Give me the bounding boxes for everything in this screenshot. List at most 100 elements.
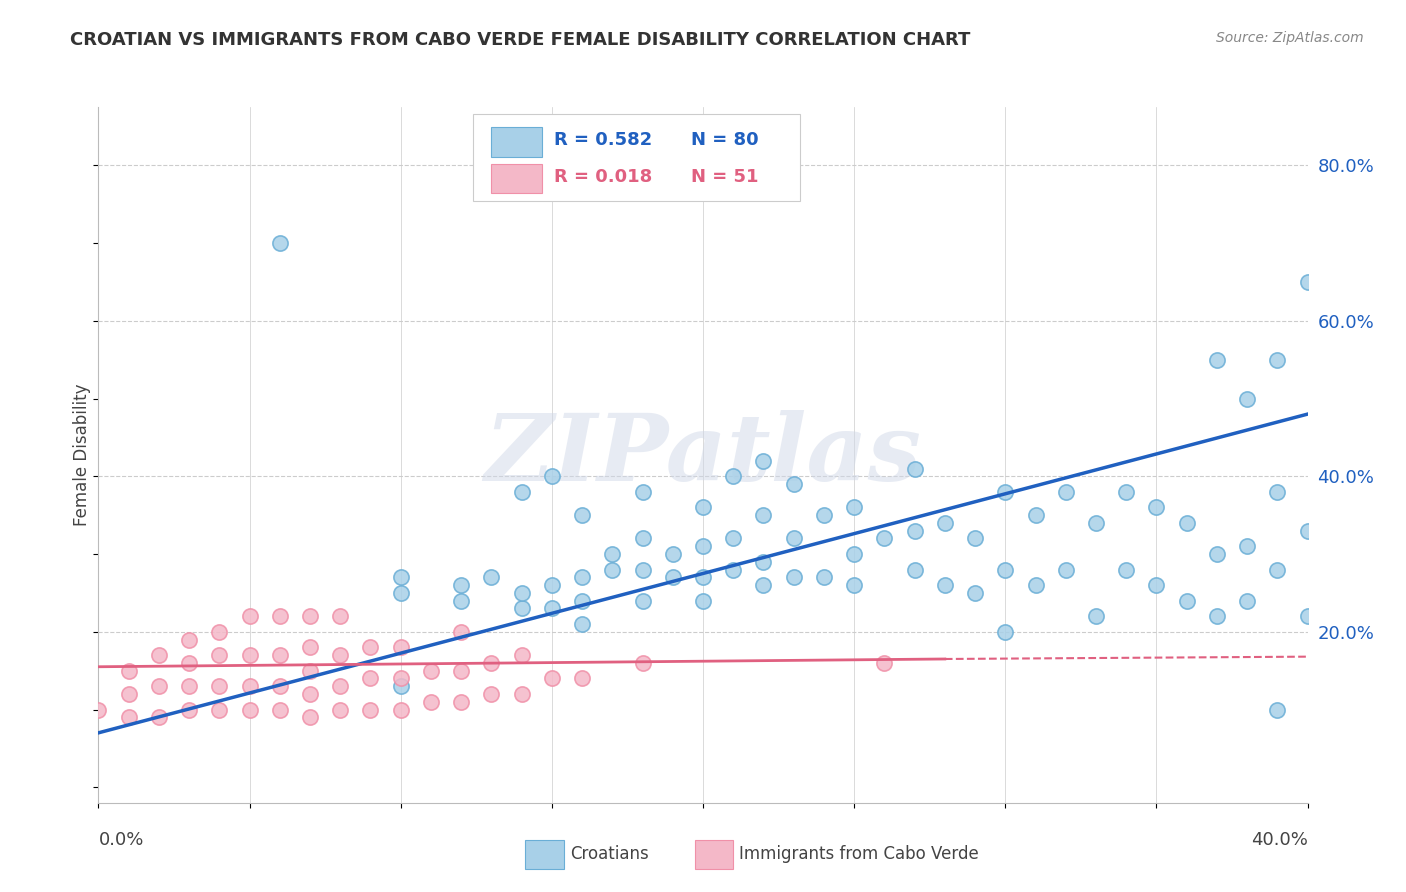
Point	[994, 624, 1017, 639]
Point	[752, 508, 775, 523]
Point	[1206, 609, 1229, 624]
Point	[389, 640, 412, 655]
Point	[179, 702, 201, 716]
Point	[813, 508, 835, 523]
Point	[723, 532, 745, 546]
Point	[269, 236, 291, 251]
Point	[450, 695, 472, 709]
Point	[752, 578, 775, 592]
Point	[844, 547, 866, 561]
Point	[873, 532, 896, 546]
Point	[1085, 516, 1108, 530]
Point	[1296, 609, 1319, 624]
Point	[965, 532, 987, 546]
Point	[208, 679, 231, 693]
Point	[1115, 484, 1137, 499]
Point	[269, 609, 291, 624]
Point	[540, 469, 562, 483]
Point	[1296, 524, 1319, 538]
Point	[510, 648, 533, 662]
Point	[662, 570, 685, 584]
Point	[631, 656, 654, 670]
Text: N = 80: N = 80	[690, 131, 758, 149]
Point	[299, 609, 322, 624]
Point	[844, 578, 866, 592]
Point	[179, 679, 201, 693]
Point	[934, 578, 956, 592]
Point	[510, 687, 533, 701]
Point	[1024, 508, 1046, 523]
Point	[239, 679, 262, 693]
Point	[389, 570, 412, 584]
Point	[1054, 563, 1077, 577]
Point	[239, 702, 262, 716]
Point	[269, 702, 291, 716]
Point	[1236, 593, 1258, 607]
Point	[813, 570, 835, 584]
Point	[510, 586, 533, 600]
Point	[540, 601, 562, 615]
Point	[571, 508, 593, 523]
Text: 0.0%: 0.0%	[98, 830, 143, 848]
Point	[360, 640, 382, 655]
Text: N = 51: N = 51	[690, 168, 758, 186]
Point	[118, 687, 141, 701]
Point	[510, 484, 533, 499]
Point	[692, 539, 714, 553]
Point	[631, 532, 654, 546]
Point	[844, 500, 866, 515]
Point	[87, 702, 110, 716]
Point	[450, 624, 472, 639]
Point	[179, 656, 201, 670]
Point	[965, 586, 987, 600]
Point	[540, 672, 562, 686]
Point	[118, 710, 141, 724]
Point	[450, 593, 472, 607]
Point	[783, 477, 806, 491]
Text: 40.0%: 40.0%	[1251, 830, 1308, 848]
Point	[631, 484, 654, 499]
Point	[571, 570, 593, 584]
Text: R = 0.582: R = 0.582	[554, 131, 652, 149]
Point	[389, 702, 412, 716]
Point	[1296, 275, 1319, 289]
Point	[389, 586, 412, 600]
Point	[148, 710, 170, 724]
Point	[1175, 593, 1198, 607]
Point	[723, 563, 745, 577]
Point	[602, 547, 624, 561]
Point	[481, 570, 503, 584]
Point	[1175, 516, 1198, 530]
Point	[904, 524, 927, 538]
Text: Source: ZipAtlas.com: Source: ZipAtlas.com	[1216, 31, 1364, 45]
Point	[299, 664, 322, 678]
Point	[904, 461, 927, 475]
Point	[299, 640, 322, 655]
Text: CROATIAN VS IMMIGRANTS FROM CABO VERDE FEMALE DISABILITY CORRELATION CHART: CROATIAN VS IMMIGRANTS FROM CABO VERDE F…	[70, 31, 970, 49]
Point	[571, 593, 593, 607]
Point	[662, 547, 685, 561]
Point	[208, 648, 231, 662]
Point	[631, 593, 654, 607]
Point	[208, 624, 231, 639]
Point	[420, 664, 443, 678]
FancyBboxPatch shape	[474, 114, 800, 201]
Point	[269, 648, 291, 662]
Point	[299, 710, 322, 724]
Point	[1206, 547, 1229, 561]
Point	[571, 672, 593, 686]
Text: Croatians: Croatians	[569, 845, 648, 863]
Text: R = 0.018: R = 0.018	[554, 168, 652, 186]
Point	[692, 500, 714, 515]
Point	[540, 578, 562, 592]
Point	[752, 555, 775, 569]
Point	[602, 563, 624, 577]
FancyBboxPatch shape	[492, 164, 543, 194]
Point	[1085, 609, 1108, 624]
Point	[329, 609, 352, 624]
Point	[148, 679, 170, 693]
Point	[783, 570, 806, 584]
Point	[299, 687, 322, 701]
Point	[329, 679, 352, 693]
Point	[631, 563, 654, 577]
